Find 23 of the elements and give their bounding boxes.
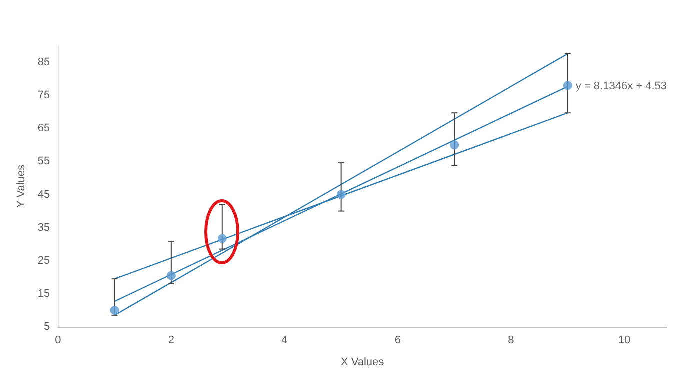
x-tick-label: 8	[508, 334, 514, 346]
y-tick-label: 15	[38, 288, 50, 300]
y-tick-label: 45	[38, 188, 50, 201]
point	[450, 140, 460, 150]
x-axis-title: X Values	[340, 356, 385, 368]
y-tick-label: 25	[38, 254, 50, 267]
x-tick-label: 6	[394, 334, 402, 346]
y-axis-title: Y Values	[16, 164, 28, 208]
point	[218, 234, 227, 244]
y-tick-label: 75	[38, 90, 50, 102]
point	[336, 190, 346, 200]
y-tick-label: 55	[38, 156, 50, 168]
y-tick-label: 5	[44, 321, 50, 333]
x-tick-label: 2	[168, 334, 174, 346]
point	[166, 271, 176, 280]
y-tick-label: 85	[38, 56, 50, 69]
x-tick-label: 0	[55, 334, 62, 346]
x-tick-label: 4	[282, 334, 288, 346]
x-tick-label: 10	[618, 334, 631, 346]
annotation: y = 8.1346x + 4.53	[576, 80, 668, 93]
point	[563, 81, 572, 90]
y-tick-label: 65	[38, 122, 50, 135]
y-tick-label: 35	[38, 222, 50, 234]
